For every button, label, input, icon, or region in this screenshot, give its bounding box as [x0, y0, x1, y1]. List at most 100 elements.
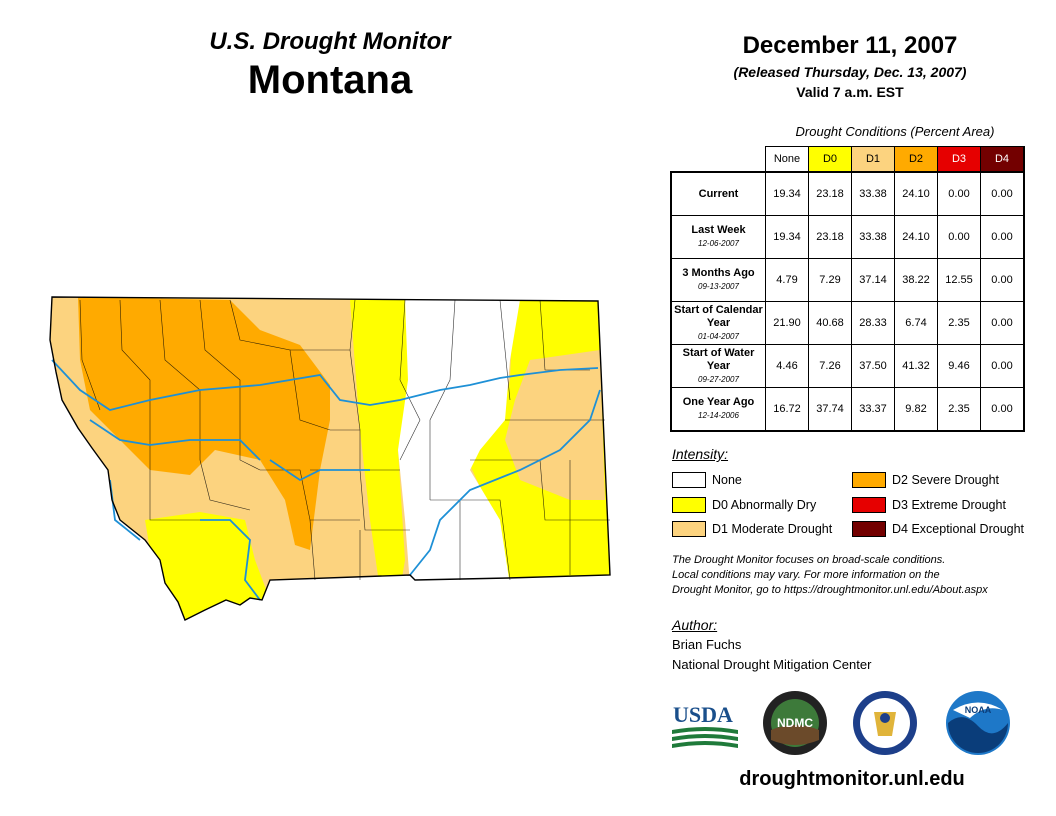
table-cell: 0.00: [980, 344, 1025, 388]
noaa-logo-text: NOAA: [965, 705, 992, 715]
legend-item-d3: D3 Extreme Drought: [852, 497, 1006, 513]
legend-label: None: [712, 473, 742, 487]
table-cell: 4.46: [765, 344, 809, 388]
legend-item-d4: D4 Exceptional Drought: [852, 521, 1024, 537]
author-title: Author:: [672, 617, 718, 633]
table-cell: 0.00: [980, 215, 1025, 259]
table-cell: 0.00: [980, 301, 1025, 345]
table-row: One Year Ago 12-14-2006 16.72 37.74 33.37 9.8…: [670, 387, 1025, 432]
row-date: 09-27-2007: [698, 374, 739, 384]
table-cell: 40.68: [808, 301, 852, 345]
table-corner: [671, 146, 766, 173]
noaa-logo: NOAA: [946, 691, 1010, 755]
table-cell: 0.00: [980, 387, 1025, 432]
map-header: U.S. Drought Monitor Montana: [130, 28, 530, 103]
table-cell: 6.74: [894, 301, 938, 345]
legend-label: D4 Exceptional Drought: [892, 522, 1025, 536]
legend-item-none: None: [672, 472, 742, 488]
commerce-seal-logo: [853, 691, 917, 755]
table-cell: 0.00: [937, 215, 981, 259]
legend-swatch: [852, 497, 886, 513]
legend-swatch: [852, 472, 886, 488]
author-org: National Drought Mitigation Center: [672, 657, 872, 672]
col-d0: D0: [808, 146, 852, 173]
legend-swatch: [852, 521, 886, 537]
legend-label: D0 Abnormally Dry: [712, 498, 817, 512]
row-label: Start of Calendar Year 01-04-2007: [670, 301, 766, 345]
legend-label: D2 Severe Drought: [892, 473, 1000, 487]
legend-swatch: [672, 497, 706, 513]
table-row: Current 19.34 23.18 33.38 24.10 0.00 0.00: [670, 171, 1025, 216]
table-row: 3 Months Ago 09-13-2007 4.79 7.29 37.14 38.22…: [670, 258, 1025, 302]
table-cell: 37.14: [851, 258, 895, 302]
d0-region-southwest: [145, 512, 270, 620]
col-d3: D3: [937, 146, 981, 173]
row-label: 3 Months Ago 09-13-2007: [670, 258, 766, 302]
legend-item-d1: D1 Moderate Drought: [672, 521, 832, 537]
row-label-text: 3 Months Ago: [682, 267, 755, 279]
row-label: One Year Ago 12-14-2006: [670, 387, 766, 432]
table-row: Last Week 12-06-2007 19.34 23.18 33.38 24.10 0…: [670, 215, 1025, 259]
disclaimer-note: The Drought Monitor focuses on broad-sca…: [672, 553, 1052, 598]
col-d2: D2: [894, 146, 938, 173]
row-date: 01-04-2007: [698, 331, 739, 341]
website-link[interactable]: droughtmonitor.unl.edu: [739, 768, 965, 790]
table-cell: 2.35: [937, 387, 981, 432]
montana-drought-map: [49, 296, 611, 621]
table-cell: 23.18: [808, 215, 852, 259]
monitor-title: U.S. Drought Monitor: [209, 28, 451, 55]
table-cell: 28.33: [851, 301, 895, 345]
table-cell: 21.90: [765, 301, 809, 345]
note-line: The Drought Monitor focuses on broad-sca…: [672, 554, 946, 566]
row-date: 12-14-2006: [698, 411, 739, 420]
row-label: Current: [670, 171, 766, 216]
table-cell: 24.10: [894, 215, 938, 259]
table-cell: 7.29: [808, 258, 852, 302]
ndmc-logo-text: NDMC: [777, 716, 813, 730]
row-date: 12-06-2007: [698, 239, 739, 248]
table-cell: 0.00: [980, 171, 1025, 216]
table-cell: 19.34: [765, 215, 809, 259]
date-header: December 11, 2007 (Released Thursday, De…: [680, 32, 1020, 100]
usda-logo: USDA: [672, 702, 738, 748]
ndmc-logo: NDMC: [763, 691, 827, 755]
valid-time: Valid 7 a.m. EST: [796, 84, 904, 100]
drought-conditions-table: None D0 D1 D2 D3 D4 Current 19.34 23.18 33.…: [670, 146, 1025, 432]
author-name: Brian Fuchs: [672, 637, 742, 652]
col-d1: D1: [851, 146, 895, 173]
state-border: [49, 296, 611, 621]
table-cell: 4.79: [765, 258, 809, 302]
table-cell: 33.38: [851, 215, 895, 259]
table-cell: 9.82: [894, 387, 938, 432]
table-cell: 37.50: [851, 344, 895, 388]
legend-label: D1 Moderate Drought: [712, 522, 833, 536]
note-line: Drought Monitor, go to https://droughtmo…: [672, 584, 988, 596]
table-row: Start of Calendar Year 01-04-2007 21.90 40.…: [670, 301, 1025, 345]
table-cell: 19.34: [765, 171, 809, 216]
legend-title: Intensity:: [672, 446, 729, 462]
table-cell: 33.37: [851, 387, 895, 432]
map-date: December 11, 2007: [742, 32, 958, 59]
table-cell: 7.26: [808, 344, 852, 388]
table-cell: 12.55: [937, 258, 981, 302]
table-cell: 0.00: [937, 171, 981, 216]
row-label: Start of Water Year 09-27-2007: [670, 344, 766, 388]
table-cell: 38.22: [894, 258, 938, 302]
note-line: Local conditions may vary. For more info…: [672, 569, 940, 581]
table-cell: 33.38: [851, 171, 895, 216]
row-label-text: One Year Ago: [682, 396, 755, 408]
table-caption: Drought Conditions (Percent Area): [795, 124, 995, 139]
d2-region: [78, 297, 330, 550]
d1-region-east: [505, 350, 605, 500]
col-d4: D4: [980, 146, 1025, 173]
legend-item-d0: D0 Abnormally Dry: [672, 497, 816, 513]
state-title: Montana: [247, 58, 413, 102]
d0-region-central: [350, 300, 412, 590]
table-cell: 41.32: [894, 344, 938, 388]
legend-label: D3 Extreme Drought: [892, 498, 1006, 512]
release-date: (Released Thursday, Dec. 13, 2007): [733, 64, 967, 80]
row-label: Last Week 12-06-2007: [670, 215, 766, 259]
table-cell: 2.35: [937, 301, 981, 345]
row-label-text: Last Week: [691, 224, 746, 236]
row-date: 09-13-2007: [698, 282, 739, 291]
